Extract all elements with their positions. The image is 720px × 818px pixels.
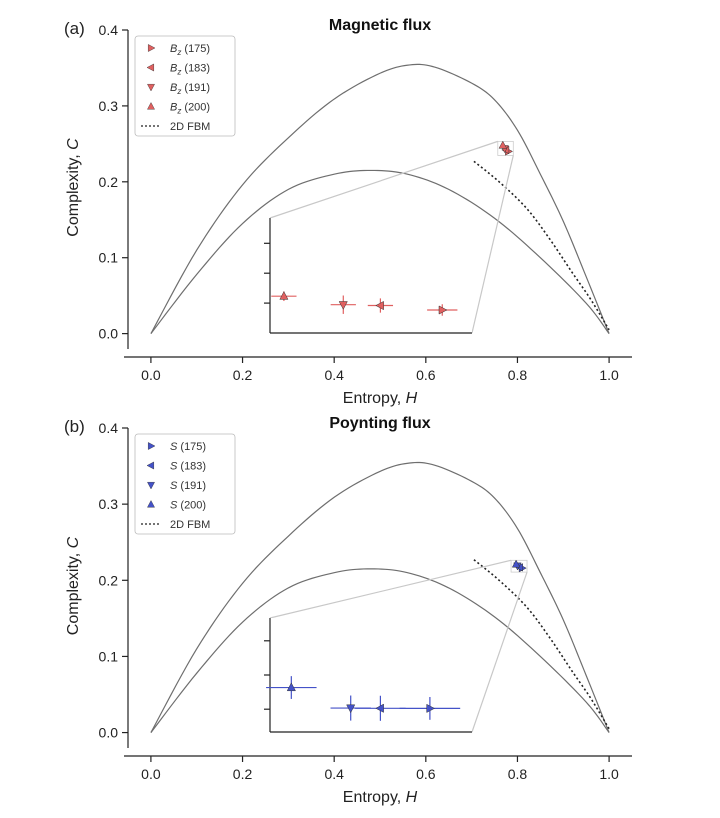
y-tick-label: 0.3 <box>99 496 119 512</box>
legend-box <box>134 35 236 137</box>
lower-bound-curve <box>150 568 610 733</box>
x-tick-label: 0.0 <box>141 766 161 782</box>
inset-data-point <box>346 704 356 714</box>
panel-label: (b) <box>64 417 85 436</box>
inset-background <box>270 618 472 732</box>
inset-connector <box>269 559 512 619</box>
legend-label: S (175) <box>170 441 206 453</box>
legend-label: Bz (200) <box>170 102 210 116</box>
legend-fbm-label: 2D FBM <box>170 519 210 531</box>
x-axis-label: Entropy, H <box>343 390 418 407</box>
x-tick-label: 0.4 <box>324 367 344 383</box>
legend-marker <box>146 63 154 72</box>
fbm-curve <box>473 160 610 331</box>
legend-marker <box>148 44 156 52</box>
fbm-curve <box>473 559 610 730</box>
inset-data-point <box>438 305 448 315</box>
y-axis-label: Complexity, C <box>65 138 82 237</box>
data-point <box>498 140 508 149</box>
legend-fbm-label: 2D FBM <box>170 121 210 133</box>
x-axis-label: Entropy, H <box>343 789 418 806</box>
x-tick-label: 0.4 <box>324 766 344 782</box>
inset-data-point <box>375 300 384 311</box>
legend-label: Bz (175) <box>170 43 210 57</box>
legend-marker <box>147 500 155 508</box>
legend-label: Bz (191) <box>170 82 210 96</box>
panel-label: (a) <box>64 19 85 38</box>
x-tick-label: 0.8 <box>508 367 528 383</box>
inset-data-point <box>286 682 296 692</box>
inset-connector <box>471 155 514 334</box>
legend-marker <box>147 482 155 490</box>
inset-background <box>270 218 472 333</box>
upper-bound-curve <box>150 63 610 334</box>
x-tick-label: 0.6 <box>416 766 436 782</box>
inset-data-point <box>375 703 384 713</box>
y-tick-label: 0.4 <box>99 420 119 436</box>
y-tick-label: 0.1 <box>99 648 119 664</box>
lower-bound-curve <box>150 169 610 334</box>
inset-data-point <box>426 703 436 713</box>
x-tick-label: 0.6 <box>416 367 436 383</box>
zoom-box <box>497 140 514 156</box>
chart-panel-2: 0.0 0.1 0.2 0.3 0.4 0.0 0.2 0.4 0.6 0.8 1.0 Entropy… <box>64 415 632 806</box>
y-tick-label: 0.0 <box>99 326 119 342</box>
legend-marker <box>147 84 155 92</box>
inset-connector <box>471 571 528 733</box>
chart-title: Magnetic flux <box>329 17 431 34</box>
legend-label: S (200) <box>170 500 206 512</box>
x-tick-label: 0.2 <box>233 766 253 782</box>
x-tick-label: 1.0 <box>599 367 619 383</box>
legend-label: S (183) <box>170 461 206 473</box>
legend-label: S (191) <box>170 480 206 492</box>
legend-marker <box>148 442 156 450</box>
inset-data-point <box>338 301 348 310</box>
chart-title: Poynting flux <box>329 415 430 432</box>
inset-data-point <box>279 291 289 300</box>
legend-box <box>134 433 236 535</box>
inset-connector <box>269 140 498 219</box>
y-axis-label: Complexity, C <box>65 536 82 635</box>
legend-marker <box>147 102 155 110</box>
legend-marker <box>146 461 154 470</box>
y-tick-label: 0.3 <box>99 98 119 114</box>
y-tick-label: 0.2 <box>99 174 119 190</box>
x-tick-label: 1.0 <box>599 766 619 782</box>
x-tick-label: 0.2 <box>233 367 253 383</box>
x-tick-label: 0.0 <box>141 367 161 383</box>
chart-panel-1: 0.0 0.1 0.2 0.3 0.4 0.0 0.2 0.4 0.6 0.8 1.0 Entropy… <box>64 17 632 407</box>
y-tick-label: 0.4 <box>99 22 119 38</box>
y-tick-label: 0.0 <box>99 725 119 741</box>
upper-bound-curve <box>150 461 610 733</box>
y-tick-label: 0.1 <box>99 250 119 266</box>
legend-label: Bz (183) <box>170 63 210 77</box>
data-point <box>511 559 521 568</box>
y-tick-label: 0.2 <box>99 572 119 588</box>
x-tick-label: 0.8 <box>508 766 528 782</box>
